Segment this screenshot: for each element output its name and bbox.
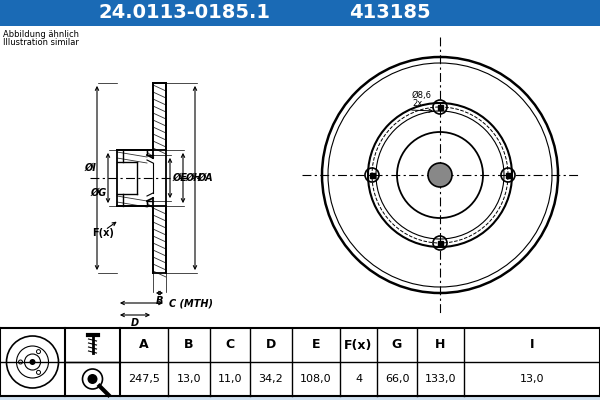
Text: 108,0: 108,0 (300, 374, 332, 384)
Bar (437, 240, 443, 246)
Text: E: E (312, 338, 320, 352)
Text: ØH: ØH (185, 173, 202, 183)
Circle shape (428, 163, 452, 187)
Text: Abbildung ähnlich: Abbildung ähnlich (3, 30, 79, 39)
Text: Ø8,6: Ø8,6 (412, 91, 432, 100)
Text: ØI: ØI (84, 163, 96, 173)
Circle shape (29, 359, 35, 365)
Text: 11,0: 11,0 (218, 374, 242, 384)
Text: 413185: 413185 (349, 4, 431, 22)
Text: 24.0113-0185.1: 24.0113-0185.1 (99, 4, 271, 22)
Bar (0, 0, 600, 26)
Text: 4: 4 (355, 374, 362, 384)
Circle shape (88, 374, 97, 384)
Bar (0, 328, 600, 396)
Text: 2x: 2x (412, 99, 422, 108)
Text: 34,2: 34,2 (259, 374, 283, 384)
Text: ØE: ØE (172, 173, 187, 183)
Bar (370, 172, 374, 178)
Text: F(x): F(x) (92, 228, 114, 238)
Text: A: A (139, 338, 149, 352)
Text: B: B (184, 338, 194, 352)
Text: B: B (156, 296, 163, 306)
Text: 133,0: 133,0 (425, 374, 456, 384)
Text: F(x): F(x) (344, 338, 373, 352)
Text: ØG: ØG (91, 188, 107, 198)
Text: D: D (131, 318, 139, 328)
Text: Illustration similar: Illustration similar (3, 38, 79, 47)
Bar (0, 26, 600, 331)
Bar (505, 172, 511, 178)
Text: H: H (436, 338, 446, 352)
Text: 13,0: 13,0 (520, 374, 544, 384)
Bar (437, 104, 443, 110)
Text: 247,5: 247,5 (128, 374, 160, 384)
Text: 13,0: 13,0 (177, 374, 201, 384)
Text: D: D (266, 338, 276, 352)
Text: G: G (392, 338, 402, 352)
Text: I: I (530, 338, 534, 352)
Text: 66,0: 66,0 (385, 374, 409, 384)
Text: ØA: ØA (197, 173, 212, 183)
Text: C: C (226, 338, 235, 352)
Text: C (MTH): C (MTH) (169, 298, 213, 308)
